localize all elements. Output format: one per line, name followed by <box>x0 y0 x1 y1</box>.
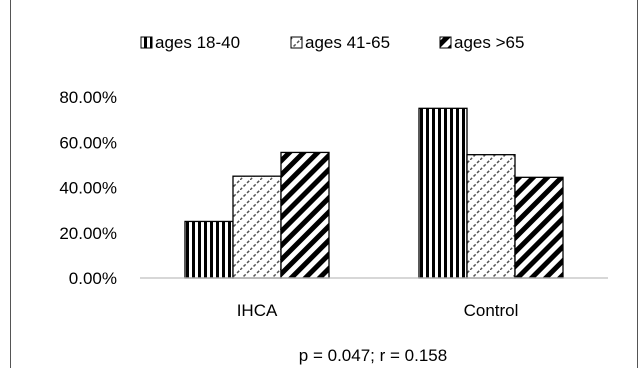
legend-label: ages 41-65 <box>305 33 390 52</box>
y-tick-label: 0.00% <box>69 269 117 288</box>
y-tick-label: 20.00% <box>59 224 117 243</box>
legend: ages 18-40 ages 41-65 ages >65 <box>140 33 524 52</box>
y-tick-label: 60.00% <box>59 133 117 152</box>
bars <box>184 107 564 279</box>
legend-label: ages >65 <box>454 33 524 52</box>
legend-swatch <box>290 36 303 49</box>
x-tick-label: IHCA <box>237 301 278 320</box>
bar-ihca-series-3 <box>280 151 330 279</box>
bar-control-series-2 <box>466 154 516 279</box>
x-tick-label: Control <box>464 301 519 320</box>
legend-swatch <box>140 36 153 49</box>
bar-control-series-3 <box>514 176 564 279</box>
stats-annotation: p = 0.047; r = 0.158 <box>299 346 447 365</box>
x-axis: IHCA Control <box>140 277 608 320</box>
chart-frame <box>10 0 638 368</box>
y-tick-label: 40.00% <box>59 179 117 198</box>
y-tick-label: 80.00% <box>59 88 117 107</box>
y-axis: 0.00% 20.00% 40.00% 60.00% 80.00% <box>59 88 117 288</box>
bar-ihca-series-2 <box>232 175 282 279</box>
legend-swatch <box>439 36 452 49</box>
bar-ihca-series-1 <box>184 220 234 279</box>
bar-control-series-1 <box>418 107 468 279</box>
legend-label: ages 18-40 <box>155 33 240 52</box>
